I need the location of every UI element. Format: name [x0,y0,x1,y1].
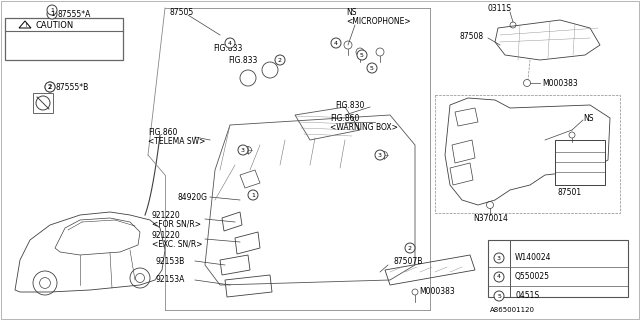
Text: N370014: N370014 [473,213,508,222]
Text: 4: 4 [228,41,232,45]
Text: FIG.833: FIG.833 [213,44,243,52]
Text: !: ! [24,23,26,28]
Circle shape [47,5,57,15]
Text: 0311S: 0311S [487,4,511,12]
Text: 5: 5 [360,52,364,58]
Text: FIG.860: FIG.860 [330,114,360,123]
Text: 0451S: 0451S [515,292,539,300]
FancyBboxPatch shape [488,240,628,297]
Circle shape [405,243,415,253]
Text: CAUTION: CAUTION [35,20,73,29]
Text: 87555*B: 87555*B [56,83,89,92]
Text: FIG.830: FIG.830 [335,100,364,109]
Text: M000383: M000383 [419,287,455,297]
Circle shape [367,63,377,73]
Text: 87555*A: 87555*A [58,10,92,19]
Circle shape [275,55,285,65]
Text: 87501: 87501 [558,188,582,196]
Text: 2: 2 [48,84,52,90]
FancyBboxPatch shape [5,18,123,60]
Text: 4: 4 [497,275,501,279]
FancyBboxPatch shape [555,140,605,185]
Text: 921220: 921220 [152,230,180,239]
Text: 1: 1 [251,193,255,197]
Text: FIG.860: FIG.860 [148,127,177,137]
Circle shape [248,190,258,200]
Circle shape [357,50,367,60]
Text: M000383: M000383 [542,78,578,87]
Text: FIG.833: FIG.833 [228,55,257,65]
Text: 92153A: 92153A [155,276,184,284]
Circle shape [45,82,55,92]
Text: 3: 3 [378,153,382,157]
Text: 921220: 921220 [152,211,180,220]
Text: 5: 5 [497,293,501,299]
Text: 87507B: 87507B [393,258,422,267]
Text: 1: 1 [50,7,54,12]
Text: <EXC. SN/R>: <EXC. SN/R> [152,239,202,249]
Circle shape [494,272,504,282]
Circle shape [494,253,504,263]
Circle shape [331,38,341,48]
Text: <FOR SN/R>: <FOR SN/R> [152,220,201,228]
Text: 92153B: 92153B [155,257,184,266]
Text: 2: 2 [278,58,282,62]
Text: 4: 4 [334,41,338,45]
FancyBboxPatch shape [33,93,53,113]
Circle shape [375,150,385,160]
Circle shape [225,38,235,48]
Circle shape [494,291,504,301]
Text: 84920G: 84920G [178,193,208,202]
Text: A865001120: A865001120 [490,307,535,313]
Text: 3: 3 [497,255,501,260]
Text: 2: 2 [48,84,52,90]
Text: 87505: 87505 [170,8,195,17]
Circle shape [45,82,55,92]
Text: <TELEMA SW>: <TELEMA SW> [148,137,205,146]
Text: <WARNING BOX>: <WARNING BOX> [330,123,398,132]
Text: NS: NS [583,114,593,123]
Text: 87508: 87508 [460,31,484,41]
Text: W140024: W140024 [515,253,552,262]
Circle shape [238,145,248,155]
Text: <MICROPHONE>: <MICROPHONE> [346,17,411,26]
Text: 1: 1 [50,11,54,17]
Text: 5: 5 [370,66,374,70]
Circle shape [47,9,57,19]
Text: 2: 2 [408,245,412,251]
Text: NS: NS [346,7,356,17]
Text: 3: 3 [241,148,245,153]
Text: Q550025: Q550025 [515,273,550,282]
